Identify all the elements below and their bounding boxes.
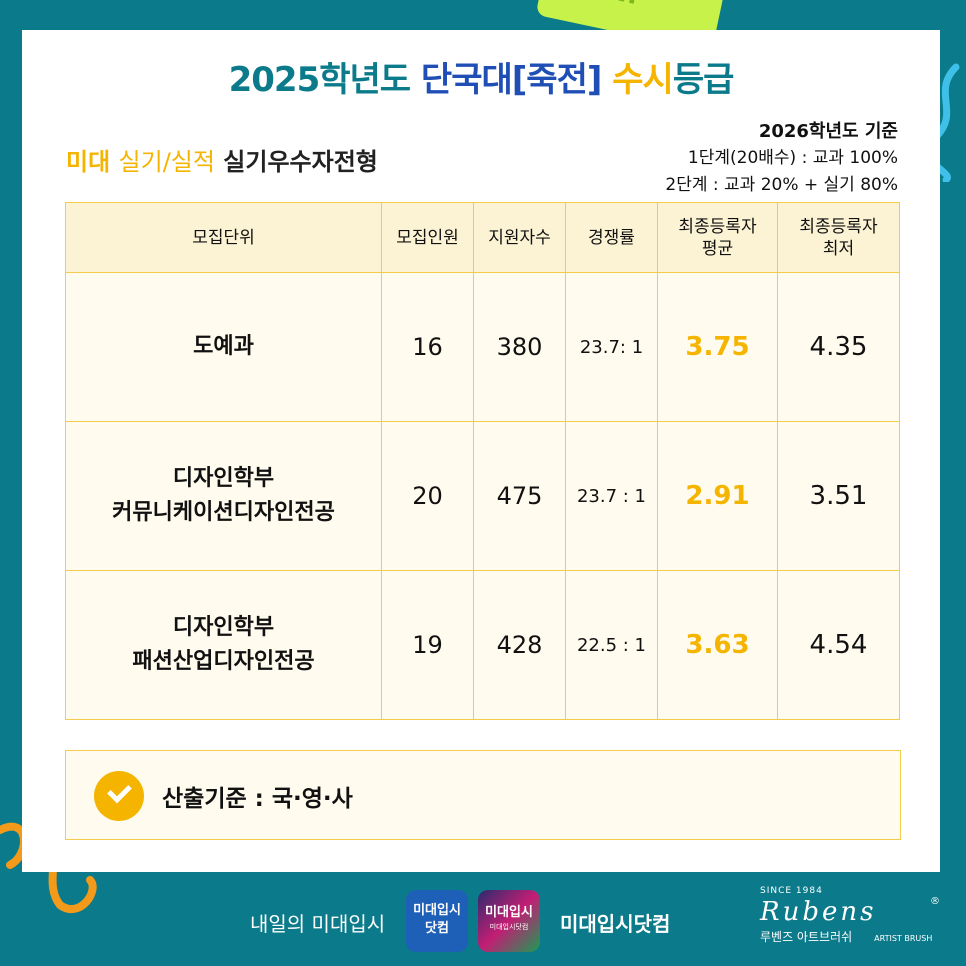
- page-title: 2025학년도 단국대[죽전] 수시등급: [22, 52, 940, 101]
- table-row: 디자인학부 커뮤니케이션디자인전공 20 475 23.7 : 1 2.91 3…: [65, 421, 900, 571]
- criteria-stage2: 2단계 : 교과 20% + 실기 80%: [665, 175, 898, 195]
- rubens-subline: 루벤즈 아트브러쉬 ARTIST BRUSH: [760, 928, 940, 945]
- cell-average: 3.75: [657, 272, 778, 422]
- unit-line1: 도예과: [193, 334, 254, 359]
- logo1-line1: 미대입시: [413, 903, 461, 918]
- unit-line1: 디자인학부: [172, 615, 275, 640]
- subtitle-track: 실기우수자전형: [223, 148, 378, 176]
- table-row: 도예과 16 380 23.7: 1 3.75 4.35: [65, 272, 900, 422]
- cell-average: 3.63: [657, 570, 778, 720]
- subtitle-art: 미대: [66, 148, 111, 176]
- table-row: 디자인학부 패션산업디자인전공 19 428 22.5 : 1 3.63 4.5…: [65, 570, 900, 720]
- cell-quota: 19: [381, 570, 474, 720]
- criteria-stage1: 1단계(20배수) : 교과 100%: [687, 148, 898, 168]
- cell-ratio: 22.5 : 1: [565, 570, 658, 720]
- check-icon: [94, 771, 144, 821]
- unit-line2: 커뮤니케이션디자인전공: [112, 500, 335, 525]
- cell-applicants: 475: [473, 421, 566, 571]
- grade-table: 모집단위 모집인원 지원자수 경쟁률 최종등록자 평균 최종등록자 최저 도예과: [65, 202, 900, 720]
- rubens-logo: SINCE 1984 Rubens ® 루벤즈 아트브러쉬 ARTIST BRUS…: [760, 886, 940, 945]
- registered-icon: ®: [930, 896, 940, 907]
- header-minimum-line2: 최저: [822, 238, 855, 259]
- calculation-note: 산출기준 : 국·영·사: [65, 750, 901, 840]
- header-ratio: 경쟁률: [565, 202, 658, 273]
- title-year: 2025학년도: [228, 60, 411, 100]
- logo2-main: 미대입시: [485, 905, 533, 920]
- cell-unit: 디자인학부 커뮤니케이션디자인전공: [65, 421, 382, 571]
- cell-unit: 도예과: [65, 272, 382, 422]
- rubens-artist-brush: ARTIST BRUSH: [874, 934, 933, 943]
- footer-slogan: 내일의 미대입시: [250, 912, 386, 936]
- cell-quota: 16: [381, 272, 474, 422]
- subtitle-practical: 실기/실적: [118, 148, 215, 176]
- header-quota: 모집인원: [381, 202, 474, 273]
- unit-line1: 디자인학부: [172, 466, 275, 491]
- logo2-sub: 미대입시닷컴: [489, 923, 529, 931]
- header-average: 최종등록자 평균: [657, 202, 778, 273]
- cell-minimum: 3.51: [777, 421, 900, 571]
- rubens-name: Rubens: [760, 897, 877, 927]
- header-average-line2: 평균: [701, 238, 734, 259]
- logo1-line2: 닷컴: [425, 921, 449, 936]
- rubens-since: SINCE 1984: [760, 886, 823, 896]
- footer-brand: 미대입시닷컴: [560, 912, 671, 936]
- cell-applicants: 428: [473, 570, 566, 720]
- title-grade: 등급: [672, 60, 735, 100]
- midae-logo-gradient: 미대입시 미대입시닷컴: [478, 890, 540, 952]
- header-minimum-line1: 최종등록자: [799, 216, 878, 237]
- title-university: 단국대[죽전]: [420, 60, 602, 100]
- content-card: 2025학년도 단국대[죽전] 수시등급 미대 실기/실적 실기우수자전형 20…: [22, 30, 940, 872]
- midae-logo-blue: 미대입시 닷컴: [406, 890, 468, 952]
- rubens-korean: 루벤즈 아트브러쉬: [760, 930, 853, 944]
- footer-bar: 내일의 미대입시 미대입시 닷컴 미대입시 미대입시닷컴 미대입시닷컴 SINC…: [0, 872, 966, 966]
- cell-average: 2.91: [657, 421, 778, 571]
- admission-type: 미대 실기/실적 실기우수자전형: [66, 142, 378, 177]
- cell-quota: 20: [381, 421, 474, 571]
- title-susi: 수시: [612, 60, 674, 100]
- unit-line2: 패션산업디자인전공: [132, 649, 315, 674]
- header-unit: 모집단위: [65, 202, 382, 273]
- cell-ratio: 23.7: 1: [565, 272, 658, 422]
- calculation-basis: 산출기준 : 국·영·사: [162, 786, 353, 812]
- criteria-block: 2026학년도 기준 1단계(20배수) : 교과 100% 2단계 : 교과 …: [665, 118, 898, 199]
- cell-applicants: 380: [473, 272, 566, 422]
- criteria-heading: 2026학년도 기준: [758, 121, 898, 142]
- cell-minimum: 4.54: [777, 570, 900, 720]
- cell-unit: 디자인학부 패션산업디자인전공: [65, 570, 382, 720]
- cell-minimum: 4.35: [777, 272, 900, 422]
- header-applicants: 지원자수: [473, 202, 566, 273]
- cell-ratio: 23.7 : 1: [565, 421, 658, 571]
- header-average-line1: 최종등록자: [678, 216, 757, 237]
- header-minimum: 최종등록자 최저: [777, 202, 900, 273]
- table-header-row: 모집단위 모집인원 지원자수 경쟁률 최종등록자 평균 최종등록자 최저: [65, 202, 900, 273]
